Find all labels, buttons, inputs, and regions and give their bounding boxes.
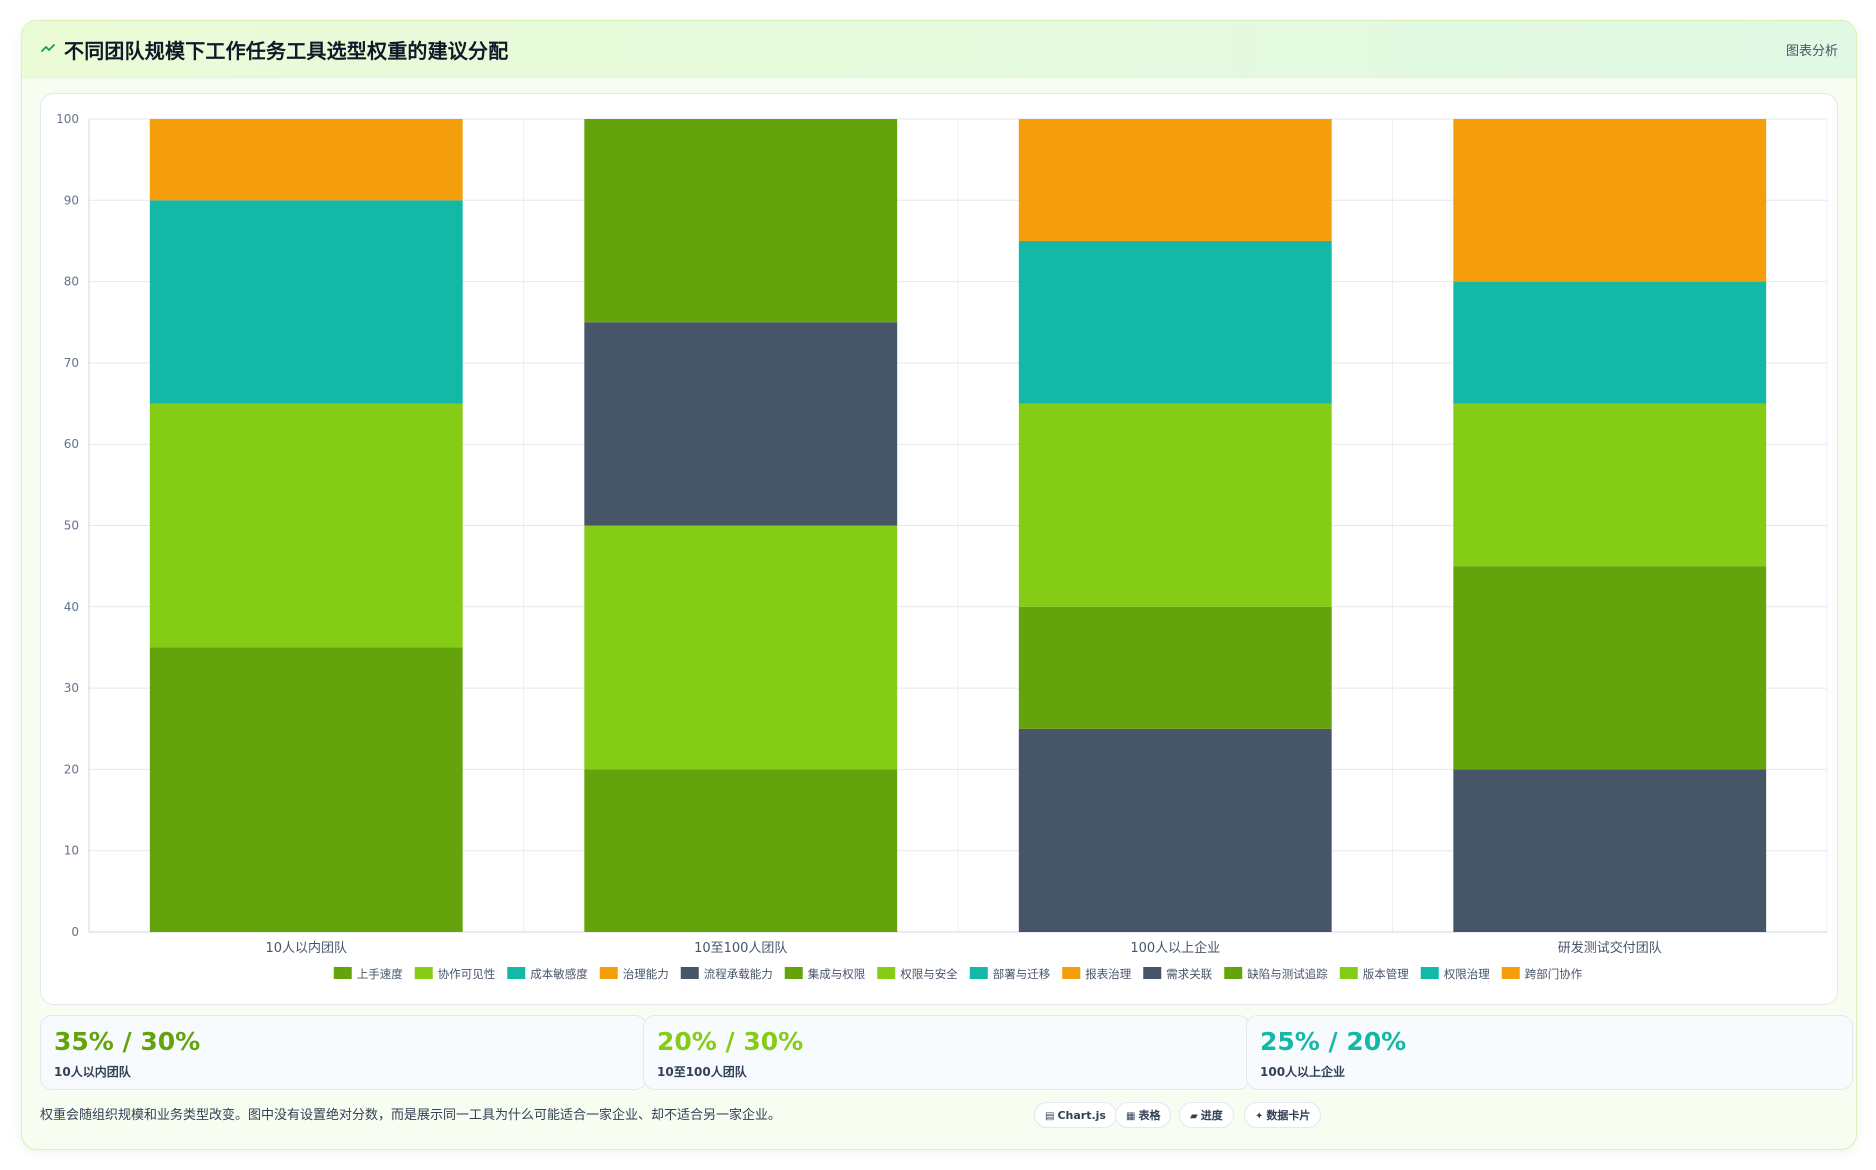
y-tick-label: 90 xyxy=(64,193,79,207)
stat-card: 25% / 20% 100人以上企业 xyxy=(1246,1015,1853,1090)
stat-card: 20% / 30% 10至100人团队 xyxy=(643,1015,1250,1090)
stacked-bar-chart: 0 10 20 30 40 50 60 70 80 90 100 10人以内团队 10至100人团队 10… xyxy=(56,112,1828,981)
legend-swatch xyxy=(333,967,352,979)
legend-label: 报表治理 xyxy=(1085,967,1131,981)
legend-swatch xyxy=(1339,967,1358,979)
chip-label: 进度 xyxy=(1200,1109,1223,1122)
stat-value: 25% / 20% xyxy=(1260,1027,1407,1056)
bar-segment xyxy=(1453,566,1767,770)
y-tick-label: 80 xyxy=(64,275,79,289)
card-header: 不同团队规模下工作任务工具选型权重的建议分配 图表分析 xyxy=(22,21,1856,78)
bar-segment xyxy=(1018,606,1332,729)
chart-icon: ▤ xyxy=(1045,1111,1055,1122)
stat-label: 100人以上企业 xyxy=(1260,1065,1346,1079)
y-tick-label: 50 xyxy=(64,519,79,533)
legend-label: 缺陷与测试追踪 xyxy=(1247,967,1328,981)
chartjs-chip[interactable]: ▤ Chart.js xyxy=(1034,1102,1117,1128)
bar-segment xyxy=(1453,403,1767,567)
x-tick-label: 10人以内团队 xyxy=(265,940,347,956)
progress-chip[interactable]: ▰ 进度 xyxy=(1179,1102,1234,1128)
legend-swatch xyxy=(877,967,896,979)
bar-segment xyxy=(584,769,898,932)
stat-label: 10至100人团队 xyxy=(657,1065,747,1079)
chart-footnote: 权重会随组织规模和业务类型改变。图中没有设置绝对分数，而是展示同一工具为什么可能… xyxy=(40,1108,782,1123)
legend-label: 集成与权限 xyxy=(808,967,866,981)
legend-label: 流程承载能力 xyxy=(704,967,773,981)
x-tick-label: 研发测试交付团队 xyxy=(1558,940,1662,956)
legend-label: 成本敏感度 xyxy=(530,967,588,981)
y-tick-label: 30 xyxy=(64,681,79,695)
bar-segment xyxy=(149,200,463,404)
trend-icon xyxy=(41,44,55,52)
bar-segment xyxy=(1453,281,1767,404)
stat-card: 35% / 30% 10人以内团队 xyxy=(40,1015,647,1090)
data-card-chip[interactable]: ✦ 数据卡片 xyxy=(1244,1102,1322,1128)
bar-segment xyxy=(584,322,898,526)
legend-swatch xyxy=(1143,967,1162,979)
chart-analysis-link[interactable]: 图表分析 xyxy=(1785,44,1838,59)
legend-swatch xyxy=(1501,967,1520,979)
x-tick-label: 10至100人团队 xyxy=(694,941,787,956)
legend-swatch xyxy=(1420,967,1439,979)
bar-segment xyxy=(1018,728,1332,932)
chart-card: 不同团队规模下工作任务工具选型权重的建议分配 图表分析 0 10 20 30 40 50 6… xyxy=(21,20,1857,1150)
bar-segment xyxy=(1018,240,1332,404)
chip-label: 数据卡片 xyxy=(1266,1109,1311,1122)
y-tick-label: 100 xyxy=(56,112,79,126)
legend-label: 协作可见性 xyxy=(438,967,496,981)
legend-label: 上手速度 xyxy=(357,967,403,981)
legend-swatch xyxy=(1224,967,1243,979)
legend-label: 部署与迁移 xyxy=(993,967,1051,981)
bar-segment xyxy=(149,119,463,201)
bar-segment xyxy=(1018,403,1332,607)
chart-plot-area: 0 10 20 30 40 50 60 70 80 90 100 10人以内团队 10至100人团队 10… xyxy=(40,93,1838,1005)
x-tick-label: 100人以上企业 xyxy=(1130,940,1220,956)
card-icon: ✦ xyxy=(1255,1111,1264,1122)
chip-label: Chart.js xyxy=(1057,1109,1106,1122)
legend-swatch xyxy=(507,967,526,979)
y-tick-label: 10 xyxy=(64,844,79,858)
stat-value: 20% / 30% xyxy=(657,1027,804,1056)
bar-segment xyxy=(149,403,463,648)
y-tick-label: 0 xyxy=(71,925,79,939)
bar-segment xyxy=(1018,119,1332,241)
progress-icon: ▰ xyxy=(1190,1111,1198,1122)
chip-label: 表格 xyxy=(1138,1109,1161,1122)
bar-segment xyxy=(1453,119,1767,282)
legend-swatch xyxy=(680,967,699,979)
legend-swatch xyxy=(599,967,618,979)
legend-label: 需求关联 xyxy=(1166,967,1212,981)
legend-swatch xyxy=(1062,967,1081,979)
legend-swatch xyxy=(784,967,803,979)
legend-label: 权限与安全 xyxy=(900,967,958,981)
legend-swatch xyxy=(414,967,433,979)
stat-label: 10人以内团队 xyxy=(54,1065,131,1079)
bar-segment xyxy=(584,119,898,323)
y-tick-label: 70 xyxy=(64,356,79,370)
legend-label: 治理能力 xyxy=(623,967,669,981)
stat-value: 35% / 30% xyxy=(54,1027,201,1056)
legend-label: 版本管理 xyxy=(1363,967,1409,981)
table-icon: ▦ xyxy=(1126,1111,1136,1122)
y-tick-label: 60 xyxy=(64,437,79,451)
bar-segment xyxy=(149,647,463,932)
bar-segment xyxy=(584,525,898,770)
y-tick-label: 40 xyxy=(64,600,79,614)
legend-swatch xyxy=(969,967,988,979)
table-chip[interactable]: ▦ 表格 xyxy=(1115,1102,1172,1128)
y-tick-label: 20 xyxy=(64,762,79,776)
legend-label: 跨部门协作 xyxy=(1525,967,1583,981)
chart-title: 不同团队规模下工作任务工具选型权重的建议分配 xyxy=(64,39,509,63)
bar-segment xyxy=(1453,769,1767,932)
legend-label: 权限治理 xyxy=(1444,967,1490,981)
